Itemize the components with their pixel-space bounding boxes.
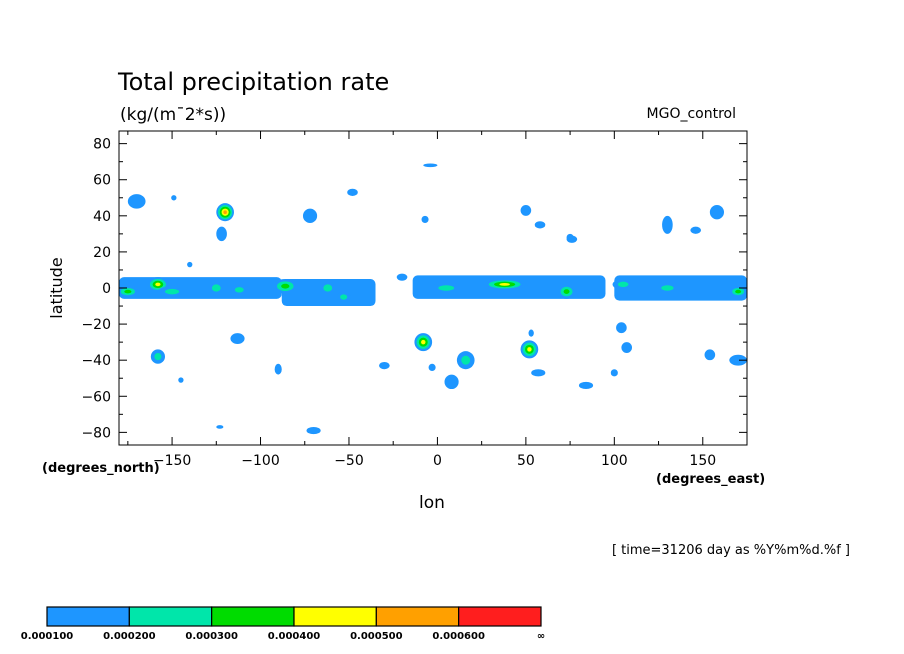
precip-contour [421, 339, 426, 345]
precip-contour [662, 215, 673, 234]
precip-contour [396, 273, 408, 281]
colorbar-swatch [46, 606, 130, 627]
precip-contour [661, 285, 674, 291]
precip-contour [323, 284, 333, 292]
precip-contour [610, 369, 618, 377]
contour-fills [119, 163, 747, 435]
y-tick-label: 20 [93, 245, 111, 261]
precip-contour [528, 329, 534, 337]
precip-contour [127, 194, 146, 209]
precip-band [614, 275, 747, 301]
colorbar-swatch [293, 606, 377, 627]
precip-band [119, 277, 282, 299]
y-tick-label: 60 [93, 173, 111, 189]
x-axis-label: lon [419, 493, 445, 513]
precip-contour [578, 381, 594, 390]
colorbar-label: 0.000100 [21, 631, 74, 642]
precip-contour [281, 283, 290, 289]
chart-title: Total precipitation rate [117, 68, 389, 96]
precip-contour [444, 374, 459, 390]
precip-contour [187, 261, 193, 268]
precip-contour [423, 163, 438, 168]
precip-contour [234, 287, 244, 293]
x-tick-label: 100 [601, 453, 628, 469]
precip-contour [274, 363, 282, 375]
colorbar-label: 0.000400 [268, 631, 321, 642]
colorbar-swatch [128, 606, 213, 627]
time-label: [ time=31206 day as %Y%m%d.%f ] [612, 543, 850, 558]
precip-contour [230, 333, 245, 344]
y-tick-label: 80 [93, 137, 111, 153]
precip-contour [155, 282, 161, 287]
units-label: (kg/(m¯2*s)) [120, 105, 226, 125]
y-tick-label: −60 [81, 389, 111, 405]
dataset-label: MGO_control [647, 106, 736, 122]
precip-contour [499, 283, 510, 286]
y-axis-ticks: 80 60 40 20 0 −20 −40 −60 −80 [81, 137, 747, 441]
y-tick-label: −20 [81, 317, 111, 333]
precip-contour [438, 285, 455, 291]
precip-contour [302, 208, 318, 224]
y-tick-label: 40 [93, 209, 111, 225]
x-tick-label: −100 [241, 453, 279, 469]
x-tick-label: −50 [334, 453, 364, 469]
y-tick-label: −40 [81, 353, 111, 369]
colorbar: 0.000100 0.000200 0.000300 0.000400 0.000500… [21, 606, 545, 642]
colorbar-label: 0.000500 [350, 631, 403, 642]
colorbar-swatch [211, 606, 295, 627]
precip-contour [531, 369, 546, 377]
x-units-label: (degrees_east) [656, 472, 765, 487]
precip-contour [709, 204, 725, 220]
y-axis-label: latitude [47, 257, 66, 318]
precip-contour [211, 284, 221, 292]
precip-contour [421, 215, 429, 224]
x-tick-label: 150 [689, 453, 716, 469]
x-tick-label: −150 [153, 453, 191, 469]
precip-contour [164, 288, 180, 295]
precip-contour [340, 294, 348, 300]
precip-contour [178, 377, 184, 383]
precip-contour [520, 204, 532, 216]
colorbar-swatch [375, 606, 460, 627]
precip-contour [379, 361, 390, 370]
precip-contour [690, 226, 702, 234]
precip-contour [729, 354, 747, 366]
precip-contour [616, 322, 627, 334]
precip-contour [461, 355, 471, 365]
precip-contour [223, 210, 227, 215]
colorbar-swatch [458, 606, 542, 627]
precip-contour [704, 349, 716, 361]
x-tick-label: 50 [517, 453, 535, 469]
precip-contour [534, 221, 546, 229]
precip-contour [428, 363, 436, 372]
precip-contour [347, 188, 358, 196]
precip-contour [527, 347, 532, 352]
precip-contour [563, 289, 570, 295]
precip-contour [735, 289, 742, 294]
y-tick-label: −80 [81, 425, 111, 441]
precip-contour [216, 226, 227, 242]
precip-contour [617, 281, 629, 288]
precip-contour [566, 233, 574, 242]
precip-contour [306, 426, 321, 435]
colorbar-label: 0.000600 [432, 631, 485, 642]
x-axis-ticks: −150 −100 −50 0 50 100 150 [127, 131, 748, 469]
colorbar-label: ∞ [537, 631, 545, 642]
y-tick-label: 0 [102, 281, 111, 297]
colorbar-label: 0.000300 [185, 631, 238, 642]
precip-contour [621, 342, 633, 353]
colorbar-label: 0.000200 [103, 631, 156, 642]
precip-contour [216, 425, 224, 429]
precip-contour [124, 289, 132, 294]
precip-contour [154, 352, 162, 361]
x-tick-label: 0 [433, 453, 442, 469]
precip-contour [171, 195, 177, 201]
y-units-label: (degrees_north) [42, 461, 160, 476]
